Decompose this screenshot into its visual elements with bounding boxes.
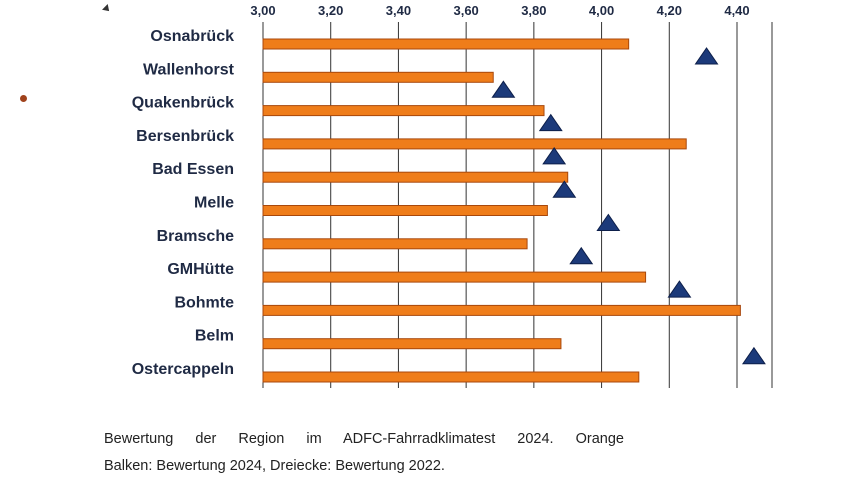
category-label: Bramsche — [157, 228, 234, 245]
category-label: Belm — [195, 328, 234, 345]
category-label: Ostercappeln — [132, 361, 234, 378]
x-tick-labels: 3,00 3,20 3,40 3,60 3,80 4,00 4,20 4,40 — [250, 3, 749, 18]
category-label: Bohmte — [174, 294, 234, 311]
category-label: GMHütte — [167, 261, 234, 278]
markers-2022 — [491, 47, 766, 365]
x-tick-label: 4,20 — [657, 3, 682, 18]
marker-2022-triangle — [538, 113, 563, 132]
marker-2022-triangle — [667, 280, 692, 298]
category-labels: Osnabrück Wallenhorst Quakenbrück Bersenbrü… — [132, 28, 235, 378]
bar-2024 — [262, 105, 545, 117]
bar-2024 — [262, 371, 640, 383]
marker-2022-triangle — [569, 246, 594, 265]
bar-2024 — [262, 138, 687, 150]
category-label: Bersenbrück — [136, 128, 234, 145]
category-label: Wallenhorst — [143, 61, 235, 78]
marker-2022-triangle — [542, 147, 567, 165]
x-tick-label: 3,20 — [318, 3, 343, 18]
bar-2024 — [262, 71, 494, 83]
x-tick-label: 3,00 — [250, 3, 275, 18]
bar-chart: 3,00 3,20 3,40 3,60 3,80 4,00 4,20 4,40 Osnabrü… — [132, 3, 773, 388]
category-label: Osnabrück — [150, 28, 234, 45]
x-tick-label: 3,40 — [386, 3, 411, 18]
x-tick-label: 3,80 — [521, 3, 546, 18]
category-label: Bad Essen — [152, 161, 234, 178]
caption-line-1: Bewertung der Region im ADFC-Fahrradklim… — [104, 431, 624, 447]
bullet-dot-icon — [20, 95, 27, 102]
bar-2024 — [262, 38, 630, 50]
marker-2022-triangle — [552, 180, 577, 198]
bar-2024 — [262, 238, 528, 250]
x-tick-label: 4,00 — [589, 3, 614, 18]
bar-2024 — [262, 171, 569, 183]
marker-2022-triangle — [596, 213, 621, 231]
bars-2024 — [262, 38, 741, 383]
category-label: Melle — [194, 195, 234, 212]
marker-2022-triangle — [741, 346, 766, 365]
x-tick-label: 3,60 — [453, 3, 478, 18]
marker-2022-triangle — [491, 80, 516, 98]
bar-2024 — [262, 205, 548, 216]
x-tick-label: 4,40 — [724, 3, 749, 18]
bar-2024 — [262, 271, 647, 283]
bar-2024 — [262, 338, 562, 350]
marker-2022-triangle — [694, 47, 719, 65]
bar-2024 — [262, 304, 741, 316]
grid-layer — [262, 22, 773, 388]
category-label: Quakenbrück — [132, 95, 234, 112]
caption-line-2: Balken: Bewertung 2024, Dreiecke: Bewert… — [104, 458, 445, 474]
